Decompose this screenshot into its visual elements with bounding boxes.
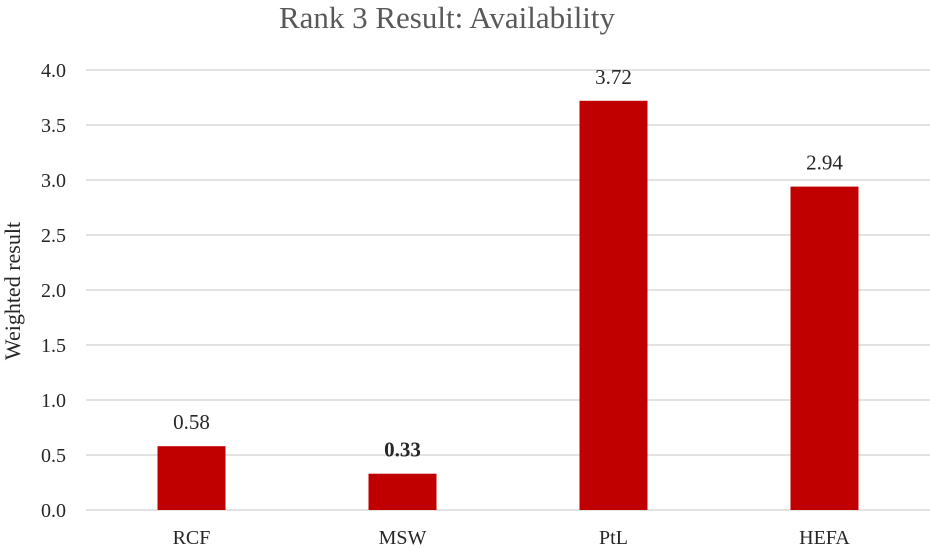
y-tick-label: 2.5: [41, 225, 66, 247]
data-label: 3.72: [595, 65, 632, 89]
y-tick-label: 3.5: [41, 115, 66, 137]
x-category-label: MSW: [379, 527, 427, 548]
x-category-label: PtL: [599, 527, 628, 548]
y-tick-label: 1.5: [41, 335, 66, 357]
y-tick-label: 2.0: [41, 280, 66, 302]
bar-rcf: [157, 446, 226, 510]
data-label: 2.94: [806, 151, 843, 175]
bars: [157, 100, 859, 511]
chart-title: Rank 3 Result: Availability: [279, 0, 616, 35]
x-category-label: HEFA: [799, 527, 850, 548]
y-axis-label: Weighted result: [0, 222, 25, 360]
x-category-label: RCF: [173, 527, 211, 548]
y-tick-label: 1.0: [41, 390, 66, 412]
bar-hefa: [790, 186, 859, 510]
data-label: 0.33: [384, 438, 421, 462]
data-label: 0.58: [173, 410, 210, 434]
y-axis-ticks: 0.0 0.5 1.0 1.5 2.0 2.5 3.0 3.5 4.0: [41, 60, 66, 522]
bar-msw: [368, 473, 437, 510]
data-labels: 0.58 0.33 3.72 2.94: [173, 65, 843, 462]
y-tick-label: 0.5: [41, 445, 66, 467]
x-axis-categories: RCF MSW PtL HEFA: [173, 527, 851, 548]
y-tick-label: 4.0: [41, 60, 66, 82]
gridlines: [86, 69, 930, 511]
y-tick-label: 3.0: [41, 170, 66, 192]
y-tick-label: 0.0: [41, 500, 66, 522]
bar-ptl: [579, 100, 648, 511]
